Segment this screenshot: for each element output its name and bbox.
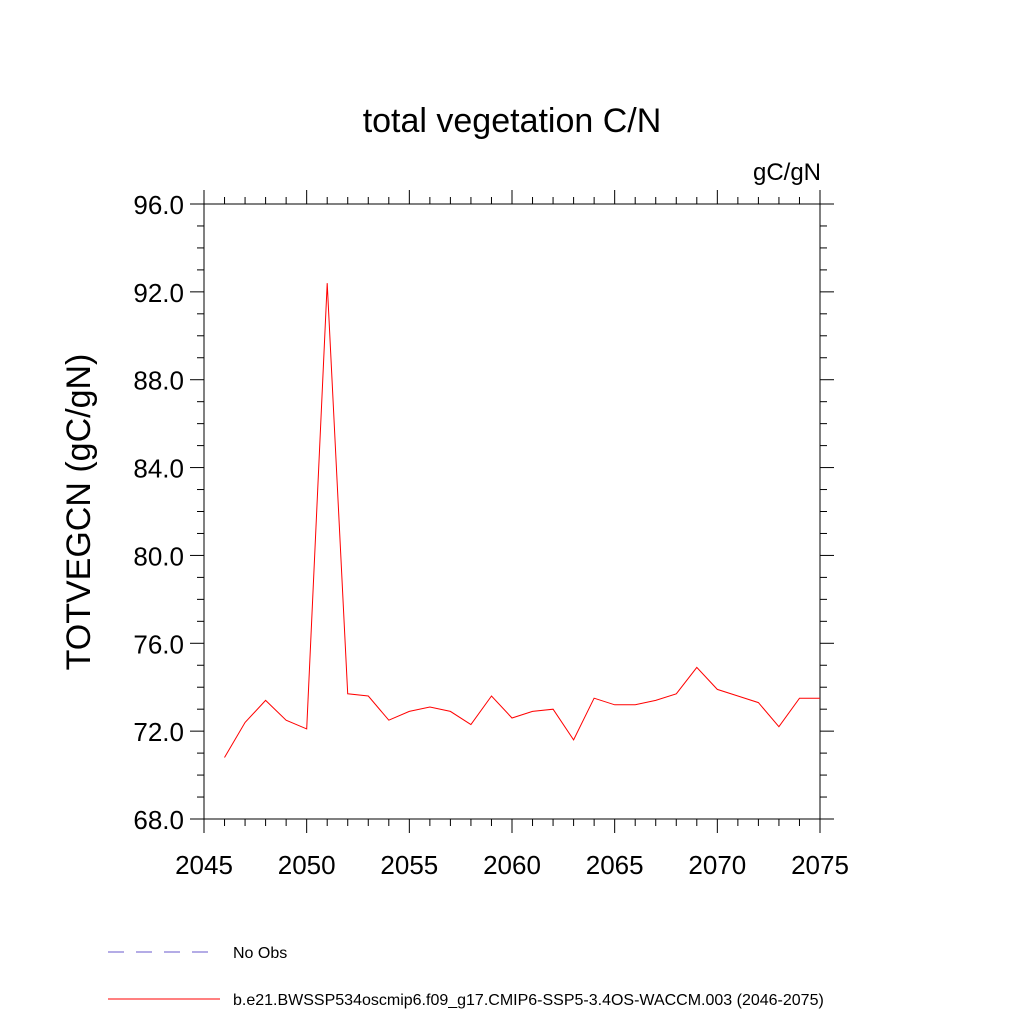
y-tick-label: 88.0: [133, 366, 184, 396]
data-point: [489, 694, 493, 698]
data-point: [633, 703, 637, 707]
data-point: [695, 665, 699, 669]
axes: 68.0 72.0 76.0 80.0 84.0 88.0 92.0 96.0 2045 2050…: [133, 190, 849, 880]
legend: No Obs b.e21.BWSSP534oscmip6.f09_g17.CMIP…: [108, 945, 824, 1009]
y-tick-label: 72.0: [133, 717, 184, 747]
data-point: [346, 692, 350, 696]
y-tick-label: 80.0: [133, 541, 184, 571]
data-point: [387, 718, 391, 722]
x-tick-label: 2070: [688, 850, 746, 880]
x-tick-label: 2060: [483, 850, 541, 880]
data-point: [510, 716, 514, 720]
data-point: [448, 709, 452, 713]
data-point: [572, 738, 576, 742]
x-tick-label: 2050: [278, 850, 336, 880]
data-point: [531, 709, 535, 713]
data-point: [551, 707, 555, 711]
data-point: [777, 725, 781, 729]
data-point: [223, 756, 227, 760]
series-line: [224, 283, 820, 758]
data-point: [264, 698, 268, 702]
data-point: [469, 723, 473, 727]
data-point: [284, 718, 288, 722]
data-point: [797, 696, 801, 700]
legend-label: No Obs: [233, 945, 287, 962]
units-label: gC/gN: [753, 159, 821, 186]
data-point: [654, 698, 658, 702]
plot-frame: [203, 203, 821, 820]
x-tick-label: 2075: [791, 850, 849, 880]
data-point: [407, 709, 411, 713]
data-point: [366, 694, 370, 698]
y-axis-label: TOTVEGCN (gC/gN): [60, 354, 98, 671]
data-point: [613, 703, 617, 707]
data-point: [818, 696, 822, 700]
y-tick-label: 84.0: [133, 454, 184, 484]
data-point: [592, 696, 596, 700]
data-point: [674, 692, 678, 696]
y-tick-label: 92.0: [133, 278, 184, 308]
data-point: [305, 727, 309, 731]
chart-title: total vegetation C/N: [363, 102, 662, 140]
series-layer: [223, 281, 822, 760]
data-point: [243, 720, 247, 724]
legend-label: b.e21.BWSSP534oscmip6.f09_g17.CMIP6-SSP5…: [233, 992, 824, 1009]
data-point: [756, 701, 760, 705]
x-tick-label: 2045: [175, 850, 233, 880]
data-point: [428, 705, 432, 709]
x-tick-label: 2055: [380, 850, 438, 880]
y-tick-label: 96.0: [133, 190, 184, 220]
y-tick-label: 68.0: [133, 805, 184, 835]
data-point: [736, 694, 740, 698]
data-point: [325, 281, 329, 285]
y-tick-label: 76.0: [133, 629, 184, 659]
x-tick-label: 2065: [586, 850, 644, 880]
data-point: [715, 687, 719, 691]
